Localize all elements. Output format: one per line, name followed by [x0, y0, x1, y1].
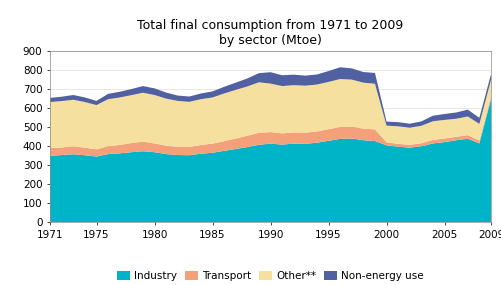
Title: Total final consumption from 1971 to 2009
by sector (Mtoe): Total final consumption from 1971 to 200… — [137, 19, 404, 47]
Legend: Industry, Transport, Other**, Non-energy use: Industry, Transport, Other**, Non-energy… — [113, 267, 428, 285]
